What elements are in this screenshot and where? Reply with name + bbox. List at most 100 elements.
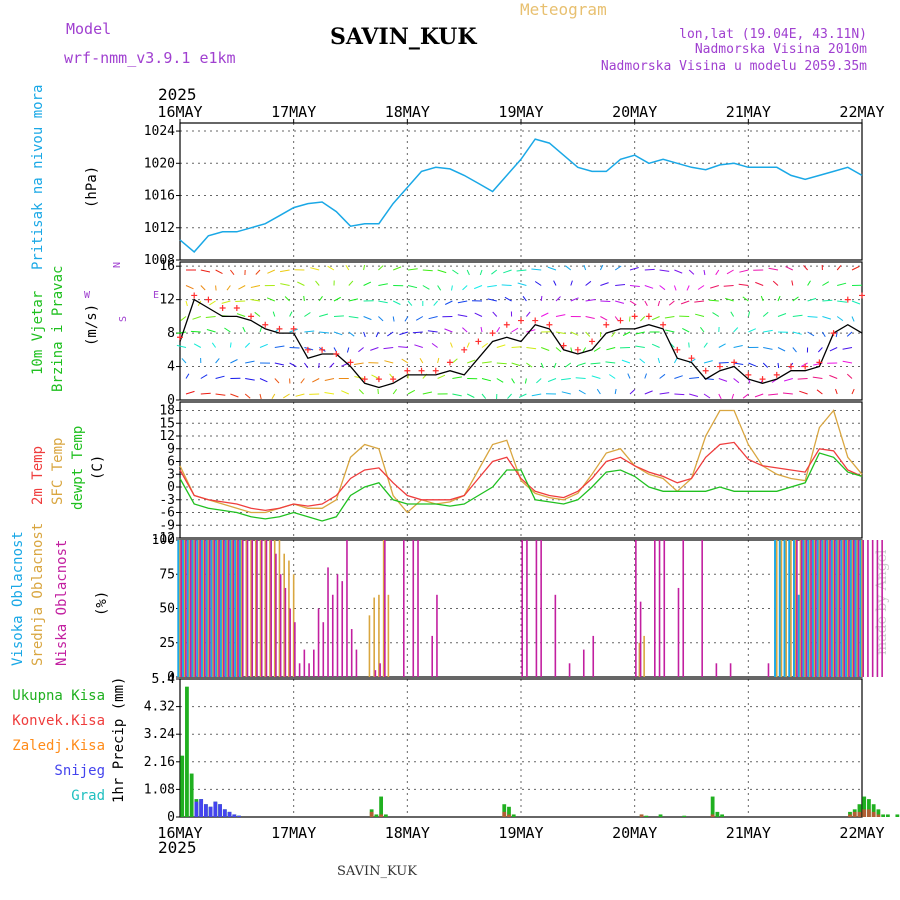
wind-arrow xyxy=(238,285,246,290)
wind-arrow xyxy=(695,313,705,317)
date-label-top: 22MAY xyxy=(839,103,884,121)
wind-arrow xyxy=(255,269,261,275)
convective-bar xyxy=(857,811,862,817)
wind-arrow xyxy=(297,281,305,286)
compass-w: W xyxy=(84,290,91,301)
wind-arrow xyxy=(481,342,488,348)
pressure-unit: (hPa) xyxy=(84,166,100,208)
wind-arrow xyxy=(315,280,320,286)
wind-arrow xyxy=(422,285,430,290)
wind-arrow xyxy=(733,345,743,348)
wind-arrow xyxy=(565,265,572,271)
convective-bar xyxy=(379,814,384,817)
convective-bar xyxy=(876,814,881,817)
y-tick-label: -3 xyxy=(159,493,175,508)
legend-total: Ukupna Kisa xyxy=(12,688,105,704)
wind-arrow xyxy=(363,264,366,271)
wind-arrow xyxy=(422,391,433,395)
wind-arrow xyxy=(526,362,533,368)
gust-mark xyxy=(859,292,865,299)
wind-arrow xyxy=(230,269,235,276)
wind-arrow xyxy=(378,316,384,322)
wind-arrow xyxy=(333,296,341,302)
total-precip-bar xyxy=(180,755,185,817)
wind-arrow xyxy=(763,329,773,333)
wind-arrow xyxy=(224,327,231,333)
y-tick-label: 8 xyxy=(167,326,175,341)
wind-arrow xyxy=(392,316,395,322)
wind-arrow xyxy=(333,315,344,317)
wind-arrow xyxy=(437,285,442,291)
wind-arrow xyxy=(348,331,355,337)
wind-arrow xyxy=(762,311,769,317)
wind-arrow xyxy=(730,311,735,317)
wind-arrow xyxy=(688,342,690,348)
wind-arrow xyxy=(748,362,757,367)
wind-arrow xyxy=(474,285,483,290)
wind-arrow xyxy=(547,378,557,383)
wind-arrow xyxy=(524,378,527,384)
wind-arrow xyxy=(615,284,626,286)
wind-arrow xyxy=(772,280,779,286)
wind-arrow xyxy=(657,300,661,307)
wind-arrow xyxy=(615,300,625,304)
wind-arrow xyxy=(250,299,261,302)
wind-arrow xyxy=(215,358,220,364)
gust-mark xyxy=(319,346,326,353)
wind-arrow xyxy=(600,282,609,286)
wind-arrow xyxy=(474,312,483,317)
wind-arrow xyxy=(492,311,498,317)
total-precip-bar xyxy=(185,686,189,817)
wind-arrow xyxy=(782,392,793,395)
wind-arrow xyxy=(404,316,409,322)
y-tick-label: -9 xyxy=(159,518,175,533)
wind-arrow xyxy=(599,264,604,271)
wind-arrow xyxy=(585,331,591,337)
wind-arrow xyxy=(822,316,832,320)
cloud-unit: (%) xyxy=(94,591,110,616)
wind-arrow xyxy=(555,331,566,335)
total-precip-bar xyxy=(710,796,715,817)
wind-arrow xyxy=(444,300,453,305)
wind-arrow xyxy=(289,311,293,317)
date-label-bottom: 20MAY xyxy=(612,824,657,842)
wind-arrow xyxy=(742,393,749,399)
wind-arrow xyxy=(851,300,861,305)
total-precip-bar xyxy=(895,814,900,817)
wind-arrow xyxy=(511,327,519,333)
wind-arrow xyxy=(221,300,231,304)
pressure-title: Pritisak na nivou mora xyxy=(30,85,46,270)
wind-arrow xyxy=(496,378,504,383)
wind-arrow xyxy=(703,269,706,276)
wind-arrow xyxy=(668,300,675,306)
y-tick-label: 100 xyxy=(152,533,175,548)
wind-arrow xyxy=(185,390,195,395)
gust-mark xyxy=(660,321,667,328)
wind-arrow xyxy=(363,331,366,338)
wind-arrow xyxy=(659,285,666,291)
wind-arrow xyxy=(358,389,364,395)
gust-mark xyxy=(503,321,510,328)
gust-mark xyxy=(205,296,212,303)
wind-arrow xyxy=(733,362,744,365)
panel-frame-wind xyxy=(179,261,863,401)
wind-arrow xyxy=(289,362,297,368)
wind-arrow xyxy=(244,393,251,399)
wind-arrow xyxy=(614,265,622,271)
y-tick-label: 25 xyxy=(159,636,175,651)
wind-arrow xyxy=(564,362,572,368)
wind-arrow xyxy=(327,265,335,271)
wind-arrow xyxy=(644,373,647,379)
wind-arrow xyxy=(487,285,497,288)
wind-arrow xyxy=(763,347,773,350)
wind-arrow xyxy=(754,393,764,398)
temp-2m-line xyxy=(179,441,863,512)
wind-arrow xyxy=(304,312,311,317)
wind-arrow xyxy=(621,359,631,364)
cloud-mid-label: Srednja Oblacnost xyxy=(30,523,46,666)
wind-arrow xyxy=(244,342,251,348)
wind-arrow xyxy=(712,312,720,317)
wind-arrow xyxy=(611,331,616,338)
wind-arrow xyxy=(516,269,527,272)
wind-arrow xyxy=(312,378,320,383)
